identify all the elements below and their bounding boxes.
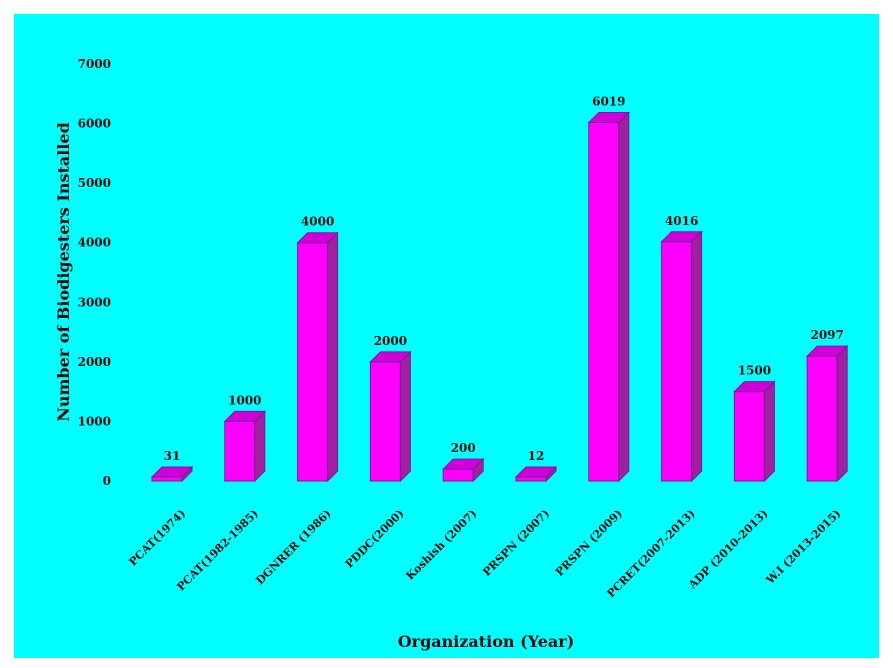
y-tick-label: 6000 <box>78 117 111 131</box>
bar <box>369 350 412 483</box>
category-label: W.I (2013-2015) <box>763 507 843 587</box>
y-axis-title: Number of Biodigesters Installed <box>54 122 73 422</box>
x-axis-title: Organization (Year) <box>398 632 575 651</box>
bar <box>223 410 267 483</box>
bar <box>733 380 776 483</box>
category-label: PDDC(2000) <box>343 507 407 571</box>
y-tick-label: 2000 <box>78 355 111 369</box>
y-tick-label: 3000 <box>78 295 111 309</box>
category-labels: PCAT(1974)PCAT(1982-1985)DGNRER (1986) PD… <box>126 507 843 600</box>
category-label: PRSPN (2009) <box>553 507 625 579</box>
bar-chart: 0 1000 2000 3000 4000 5000 6000 7000 31 1000 4000… <box>54 57 849 651</box>
data-label: 12 <box>528 449 545 463</box>
bar <box>441 457 485 483</box>
category-label: ADP (2010-2013) <box>685 507 770 592</box>
data-label: 2097 <box>810 328 843 342</box>
bar <box>296 231 339 483</box>
y-tick-label: 1000 <box>78 414 111 428</box>
category-label: Koshish (2007) <box>404 507 480 583</box>
chart-panel: 0 1000 2000 3000 4000 5000 6000 7000 31 1000 4000… <box>14 14 879 658</box>
category-label: PCAT(1974) <box>126 507 188 569</box>
data-label: 6019 <box>592 94 625 108</box>
category-label: PCAT(1982-1985) <box>174 507 261 594</box>
data-label: 2000 <box>374 334 407 348</box>
data-label: 1500 <box>738 364 771 378</box>
data-label: 4000 <box>301 215 334 229</box>
data-labels: 31 1000 4000 2000 200 12 6019 4016 1500 2097 <box>164 94 844 463</box>
data-label: 1000 <box>228 393 261 407</box>
bar <box>660 230 703 483</box>
data-label: 200 <box>451 441 476 455</box>
y-tick-label: 0 <box>103 474 111 488</box>
y-tick-label: 5000 <box>78 176 111 190</box>
data-label: 31 <box>164 449 181 463</box>
bars <box>150 111 849 483</box>
category-label: PRSPN (2007) <box>480 507 552 579</box>
y-tick-label: 4000 <box>78 236 111 250</box>
data-label: 4016 <box>665 214 698 228</box>
y-tick-label: 7000 <box>78 57 111 71</box>
y-tick-labels: 0 1000 2000 3000 4000 5000 6000 7000 <box>78 57 111 488</box>
category-label: DGNRER (1986) <box>253 507 333 587</box>
bar <box>587 111 631 483</box>
bar <box>805 344 849 483</box>
bar <box>150 465 194 483</box>
bar <box>514 465 558 483</box>
